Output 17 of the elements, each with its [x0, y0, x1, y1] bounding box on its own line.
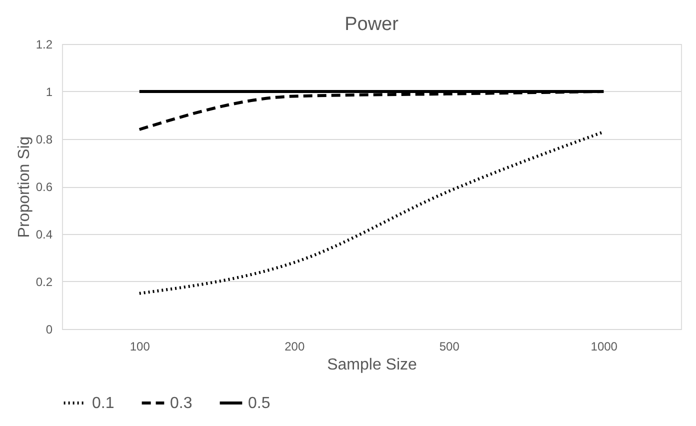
y-tick-label: 1.2	[36, 38, 53, 52]
legend-label: 0.3	[170, 395, 192, 412]
y-axis-title: Proportion Sig	[16, 136, 33, 238]
y-tick-label: 0.2	[36, 275, 53, 289]
y-tick-label: 0	[46, 322, 53, 336]
chart-title: Power	[344, 14, 400, 35]
legend-label: 0.1	[92, 395, 114, 412]
x-tick-label: 200	[284, 340, 305, 354]
legend-label: 0.5	[248, 395, 270, 412]
y-tick-label: 0.8	[36, 132, 53, 146]
x-axis-title: Sample Size	[327, 356, 418, 374]
x-tick-label: 1000	[590, 340, 618, 354]
x-tick-label: 500	[439, 340, 460, 354]
y-tick-label: 1	[46, 85, 53, 99]
x-tick-label: 100	[130, 340, 150, 354]
y-tick-label: 0.6	[36, 180, 53, 194]
y-tick-label: 0.4	[36, 228, 53, 242]
